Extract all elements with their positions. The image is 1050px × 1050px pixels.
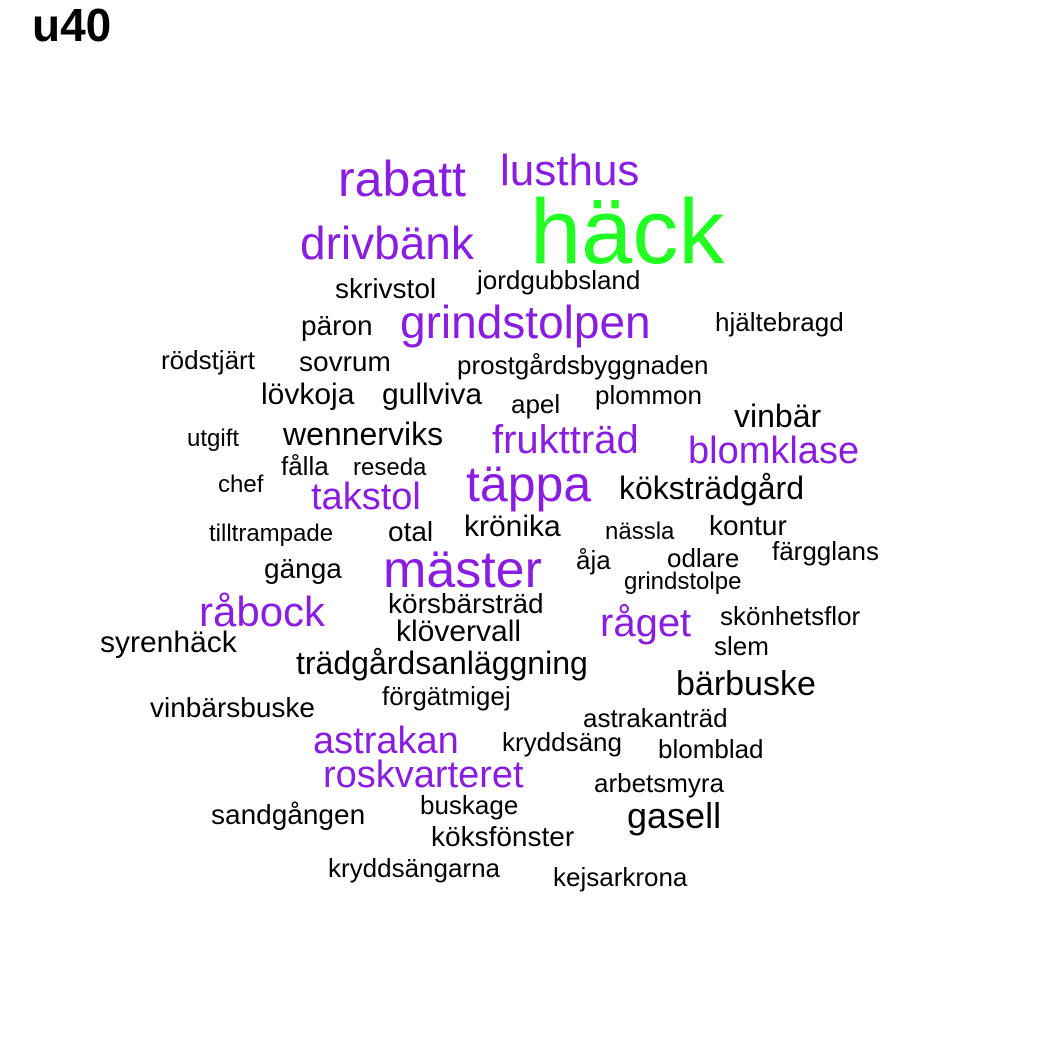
word-lovkoja: lövkoja bbox=[261, 378, 355, 411]
word-kokstradgard: köksträdgård bbox=[619, 470, 804, 506]
word-frukttrad: fruktträd bbox=[492, 418, 639, 462]
word-kejsarkrona: kejsarkrona bbox=[553, 862, 688, 892]
word-kontur: kontur bbox=[709, 510, 787, 541]
word-raget: råget bbox=[600, 601, 692, 645]
word-tappa: täppa bbox=[466, 456, 592, 512]
word-rabock: råbock bbox=[199, 588, 326, 635]
word-master: mäster bbox=[383, 541, 542, 599]
word-aja: åja bbox=[576, 545, 611, 575]
word-forgatmigej: förgätmigej bbox=[382, 681, 511, 711]
word-plommon: plommon bbox=[595, 380, 702, 410]
word-sovrum: sovrum bbox=[299, 346, 391, 377]
word-roskvarteret: roskvarteret bbox=[323, 754, 524, 796]
word-tradgardsanlaggning: trädgårdsanläggning bbox=[296, 645, 588, 681]
word-wennerviks: wennerviks bbox=[283, 416, 444, 452]
word-utgift: utgift bbox=[187, 425, 240, 452]
word-falla: fålla bbox=[281, 451, 329, 481]
word-gasell: gasell bbox=[627, 795, 722, 836]
word-klovervall: klövervall bbox=[396, 615, 522, 648]
word-hack: häck bbox=[530, 181, 725, 283]
word-reseda: reseda bbox=[353, 454, 427, 481]
word-syrenhack: syrenhäck bbox=[100, 626, 237, 659]
word-otal: otal bbox=[388, 516, 434, 547]
word-astrakan: astrakan bbox=[313, 720, 459, 762]
word-rabatt: rabatt bbox=[338, 151, 466, 207]
word-arbetsmyra: arbetsmyra bbox=[594, 768, 725, 798]
word-chef: chef bbox=[218, 471, 264, 498]
word-vinbarsbuske: vinbärsbuske bbox=[150, 692, 315, 723]
word-nassla: nässla bbox=[605, 518, 675, 545]
word-korsbarstrad: körsbärsträd bbox=[388, 588, 544, 619]
word-buskage: buskage bbox=[420, 790, 519, 820]
word-astrakantrad: astrakanträd bbox=[583, 703, 728, 733]
word-drivbank: drivbänk bbox=[300, 217, 474, 269]
page-title: u40 bbox=[32, 0, 112, 51]
word-vinbar: vinbär bbox=[734, 398, 822, 434]
word-fargglans: färgglans bbox=[772, 536, 879, 566]
word-grindstolpen: grindstolpen bbox=[400, 296, 651, 348]
word-blomblad: blomblad bbox=[658, 734, 764, 764]
word-skrivstol: skrivstol bbox=[335, 273, 437, 304]
word-lusthus: lusthus bbox=[500, 146, 640, 195]
word-paron: päron bbox=[301, 310, 373, 341]
word-skonhetsflor: skönhetsflor bbox=[720, 601, 861, 631]
word-ganga: gänga bbox=[264, 553, 342, 584]
word-takstol: takstol bbox=[311, 476, 421, 518]
word-blomklase: blomklase bbox=[688, 430, 860, 472]
word-tilltrampade: tilltrampade bbox=[209, 520, 334, 547]
word-rodstjart: rödstjärt bbox=[161, 345, 255, 375]
word-koksfonster: köksfönster bbox=[431, 821, 575, 852]
word-gullviva: gullviva bbox=[382, 378, 483, 411]
word-prostgardsbyggnaden: prostgårdsbyggnaden bbox=[457, 350, 709, 380]
word-apel: apel bbox=[511, 389, 561, 419]
word-jordgubbsland: jordgubbsland bbox=[477, 265, 641, 295]
word-hjaltebragd: hjältebragd bbox=[715, 307, 844, 337]
word-slem: slem bbox=[714, 631, 769, 661]
word-barbuske: bärbuske bbox=[676, 665, 816, 703]
word-grindstolpe: grindstolpe bbox=[624, 568, 742, 595]
word-sandgangen: sandgången bbox=[211, 799, 366, 830]
word-kronika: krönika bbox=[464, 510, 561, 543]
word-odlare: odlare bbox=[667, 543, 740, 573]
word-kryddsangarna: kryddsängarna bbox=[328, 853, 500, 883]
word-kryddsang: kryddsäng bbox=[502, 727, 622, 757]
